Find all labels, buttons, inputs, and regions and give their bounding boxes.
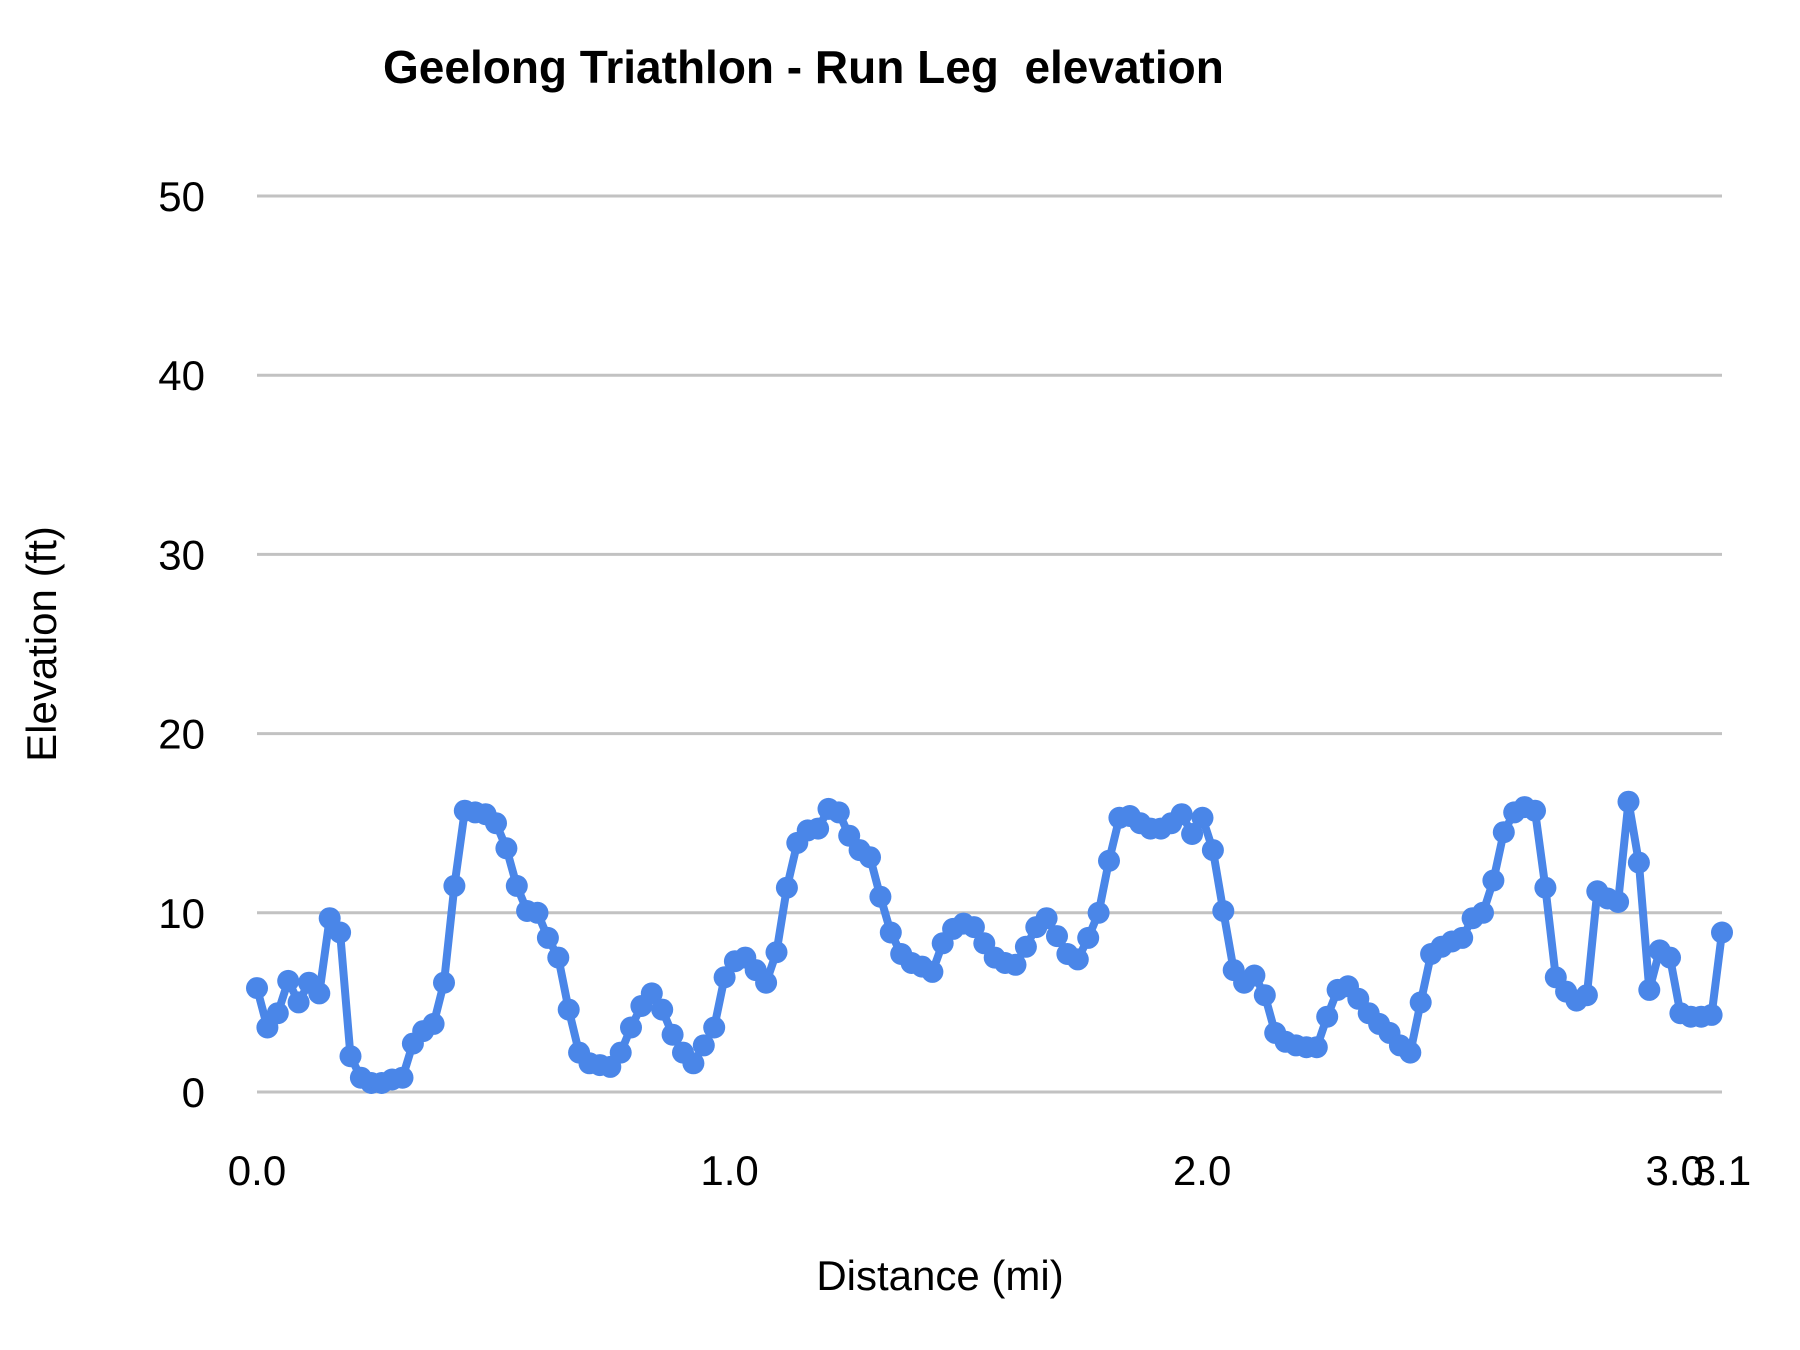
data-point-marker [557,998,580,1021]
x-tick-label: 2.0 [1173,1147,1231,1194]
data-point-marker [266,1002,289,1025]
data-point-marker [807,817,830,840]
data-point-marker [1212,900,1235,922]
data-point-marker [620,1016,642,1039]
data-point-marker [703,1016,726,1039]
data-point-marker [1638,978,1661,1001]
y-tick-label: 50 [158,173,205,220]
data-point-marker [1305,1036,1328,1059]
data-point-marker [1046,925,1068,948]
data-point-marker [765,941,788,964]
data-point-marker [536,926,559,949]
data-point-marker [1399,1041,1422,1064]
data-point-marker [713,966,736,989]
x-tick-label: 3.1 [1693,1147,1751,1194]
data-point-marker [1482,869,1505,892]
data-point-marker [287,991,310,1014]
x-tick-label: 0.0 [228,1147,286,1194]
x-tick-label: 3.0 [1646,1147,1704,1194]
data-point-marker [1607,891,1630,913]
data-point-marker [1316,1005,1339,1028]
data-point-marker [443,874,466,897]
data-point-marker [391,1066,414,1089]
data-point-marker [1191,806,1214,829]
data-point-marker [1711,921,1733,944]
data-point-marker [1004,953,1027,976]
data-point-marker [1627,851,1650,874]
data-point-marker [1014,935,1037,958]
data-point-marker [339,1045,362,1068]
data-point-marker [1087,901,1110,924]
data-point-marker [921,960,944,983]
data-point-marker [1170,803,1193,826]
data-point-marker [1617,790,1640,813]
data-point-marker [869,885,892,908]
chart-title: Geelong Triathlon - Run Leg elevation [383,41,1224,93]
data-point-marker [1035,907,1058,930]
data-point-marker [962,916,985,939]
y-tick-label: 10 [158,890,205,937]
data-point-marker [1524,799,1546,822]
data-point-marker [1409,991,1432,1014]
x-tick-label: 1.0 [700,1147,758,1194]
data-point-marker [495,837,518,860]
data-point-marker [859,846,881,869]
data-point-marker [1181,823,1204,845]
y-tick-label: 20 [158,711,205,758]
data-point-marker [640,982,663,1005]
data-point-marker [422,1012,445,1035]
data-point-marker [1253,984,1276,1007]
data-point-marker [827,801,850,824]
data-point-marker [1243,964,1266,987]
data-point-marker [246,977,268,1000]
data-point-marker [485,812,507,835]
data-point-marker [1451,926,1474,949]
data-point-marker [879,921,902,944]
data-point-marker [1066,948,1089,971]
data-point-marker [1077,926,1100,949]
data-point-marker [682,1052,705,1075]
data-point-marker [329,921,352,944]
data-point-marker [433,971,455,994]
data-point-marker [1098,849,1120,872]
data-point-marker [277,969,300,992]
y-tick-label: 40 [158,352,205,399]
data-point-marker [1700,1003,1723,1026]
data-point-marker [1201,839,1224,862]
data-point-marker [1575,984,1598,1007]
data-point-marker [505,874,528,897]
data-point-marker [775,876,798,899]
data-point-marker [1492,821,1515,844]
data-point-marker [1659,946,1681,969]
data-point-marker [1534,876,1557,899]
data-point-marker [692,1034,715,1057]
data-point-marker [547,946,570,969]
x-axis-title: Distance (mi) [816,1252,1064,1299]
y-tick-label: 0 [182,1069,205,1116]
data-point-marker [308,982,331,1005]
y-tick-label: 30 [158,531,205,578]
data-point-marker [651,998,674,1021]
data-point-marker [526,901,549,924]
data-point-marker [661,1023,684,1046]
data-point-marker [1472,901,1494,924]
data-point-marker [609,1041,632,1064]
data-point-marker [755,971,778,994]
